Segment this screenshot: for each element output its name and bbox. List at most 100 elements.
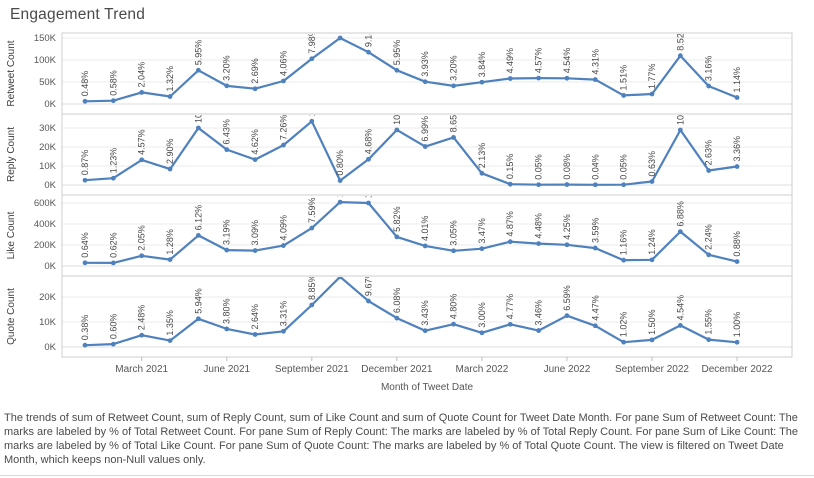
data-point-marker[interactable] — [309, 118, 315, 124]
data-point-marker[interactable] — [507, 239, 513, 245]
data-point-marker[interactable] — [167, 338, 173, 343]
data-point-marker[interactable] — [479, 79, 485, 85]
data-point-marker[interactable] — [422, 328, 428, 334]
data-point-marker[interactable] — [451, 135, 456, 140]
data-point-marker[interactable] — [224, 83, 230, 89]
data-point-marker[interactable] — [536, 182, 541, 188]
data-point-marker[interactable] — [706, 337, 712, 343]
data-point-marker[interactable] — [337, 199, 343, 205]
data-point-marker[interactable] — [677, 323, 683, 328]
data-point-marker[interactable] — [139, 253, 145, 259]
data-point-marker[interactable] — [422, 79, 428, 85]
data-point-marker[interactable] — [82, 177, 88, 183]
chart-canvas[interactable]: 0K 50K 100K 150K Retweet Count 0.48% 0.58% 2.04… — [0, 0, 814, 410]
trend-line[interactable] — [84, 201, 738, 264]
data-point-marker[interactable] — [564, 242, 570, 248]
data-point-marker[interactable] — [536, 328, 541, 333]
data-point-marker[interactable] — [621, 257, 627, 263]
data-point-marker[interactable] — [564, 313, 570, 319]
data-point-marker[interactable] — [196, 125, 201, 131]
data-point-marker[interactable] — [649, 179, 655, 184]
data-point-marker[interactable] — [224, 247, 230, 253]
data-point-marker[interactable] — [479, 330, 485, 336]
data-point-marker[interactable] — [110, 260, 116, 266]
data-point-marker[interactable] — [110, 175, 116, 181]
data-point-marker[interactable] — [309, 302, 315, 308]
data-point-marker[interactable] — [734, 95, 740, 100]
data-point-marker[interactable] — [536, 75, 541, 81]
data-point-marker[interactable] — [281, 328, 286, 334]
data-point-marker[interactable] — [621, 339, 627, 345]
data-point-marker[interactable] — [139, 157, 145, 163]
data-point-marker[interactable] — [82, 260, 88, 266]
data-point-marker[interactable] — [592, 245, 598, 251]
data-point-marker[interactable] — [621, 93, 627, 98]
data-point-marker[interactable] — [252, 86, 258, 92]
data-point-marker[interactable] — [734, 339, 740, 345]
data-point-marker[interactable] — [394, 234, 400, 240]
data-point-marker[interactable] — [649, 257, 655, 263]
data-point-marker[interactable] — [224, 326, 230, 332]
data-point-marker[interactable] — [281, 78, 286, 84]
data-point-marker[interactable] — [734, 259, 740, 264]
data-point-marker[interactable] — [196, 233, 201, 238]
data-point-marker[interactable] — [592, 323, 598, 329]
data-point-marker[interactable] — [507, 181, 513, 187]
data-point-marker[interactable] — [366, 49, 371, 55]
data-point-marker[interactable] — [507, 76, 513, 81]
data-point-marker[interactable] — [139, 90, 145, 95]
data-point-marker[interactable] — [337, 35, 343, 41]
data-point-marker[interactable] — [196, 67, 201, 73]
trend-line[interactable] — [84, 36, 738, 103]
data-point-marker[interactable] — [734, 164, 740, 169]
data-point-marker[interactable] — [677, 229, 683, 235]
data-point-marker[interactable] — [394, 127, 400, 133]
data-point-marker[interactable] — [366, 156, 371, 162]
data-point-marker[interactable] — [564, 75, 570, 81]
data-point-marker[interactable] — [677, 53, 683, 59]
trend-line[interactable] — [84, 277, 738, 347]
data-point-marker[interactable] — [422, 243, 428, 249]
data-point-marker[interactable] — [394, 67, 400, 73]
data-point-marker[interactable] — [649, 91, 655, 97]
data-point-marker[interactable] — [451, 83, 456, 89]
data-point-marker[interactable] — [110, 98, 116, 104]
data-point-marker[interactable] — [309, 225, 315, 231]
data-point-marker[interactable] — [706, 83, 712, 89]
data-point-marker[interactable] — [592, 182, 598, 188]
data-point-marker[interactable] — [394, 315, 400, 321]
data-point-marker[interactable] — [309, 56, 315, 62]
data-point-marker[interactable] — [706, 252, 712, 258]
data-point-marker[interactable] — [451, 321, 456, 327]
data-point-marker[interactable] — [337, 274, 343, 280]
data-point-marker[interactable] — [366, 298, 371, 304]
data-point-marker[interactable] — [366, 200, 371, 206]
data-point-marker[interactable] — [167, 257, 173, 262]
data-point-marker[interactable] — [110, 341, 116, 347]
data-point-marker[interactable] — [196, 316, 201, 322]
data-point-marker[interactable] — [564, 182, 570, 187]
data-point-marker[interactable] — [82, 342, 88, 348]
data-point-marker[interactable] — [422, 144, 428, 149]
data-point-marker[interactable] — [281, 243, 286, 248]
data-point-marker[interactable] — [621, 182, 627, 188]
data-point-marker[interactable] — [706, 168, 712, 173]
data-point-marker[interactable] — [536, 241, 541, 247]
data-point-marker[interactable] — [337, 178, 343, 184]
data-point-marker[interactable] — [82, 98, 88, 104]
data-point-marker[interactable] — [139, 332, 145, 338]
data-point-marker[interactable] — [677, 127, 683, 133]
data-point-marker[interactable] — [479, 246, 485, 252]
data-point-marker[interactable] — [649, 337, 655, 343]
data-point-marker[interactable] — [479, 170, 485, 176]
trend-line[interactable] — [84, 120, 738, 186]
data-point-marker[interactable] — [252, 157, 258, 162]
data-point-marker[interactable] — [252, 248, 258, 253]
data-point-marker[interactable] — [507, 321, 513, 327]
data-point-marker[interactable] — [592, 77, 598, 82]
data-point-marker[interactable] — [451, 248, 456, 254]
data-point-marker[interactable] — [167, 166, 173, 172]
data-point-marker[interactable] — [167, 94, 173, 99]
data-point-marker[interactable] — [252, 332, 258, 337]
data-point-marker[interactable] — [281, 142, 286, 148]
